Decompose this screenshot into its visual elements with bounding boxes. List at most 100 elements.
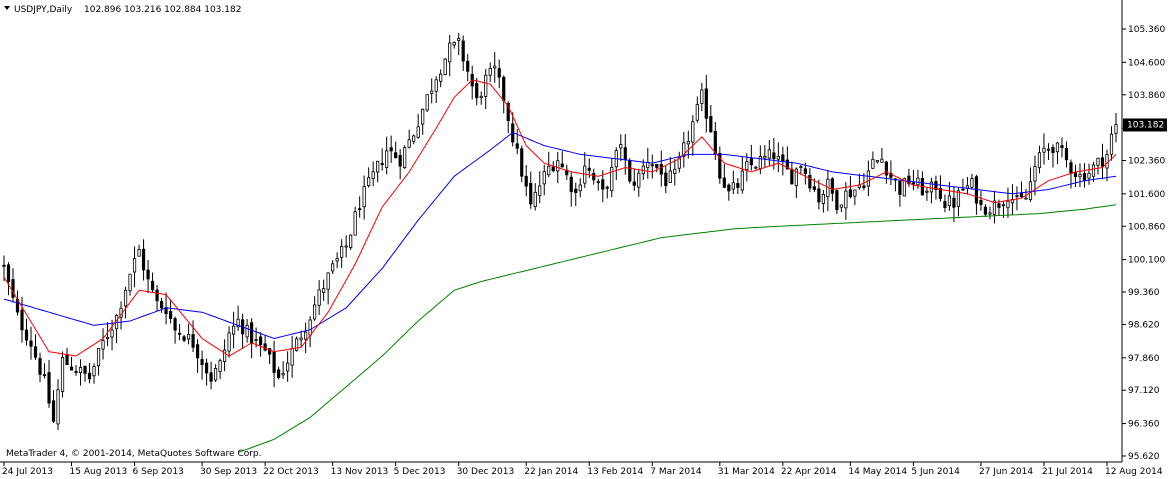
candle-body: [997, 203, 1001, 208]
candle: [461, 35, 465, 71]
candle-body: [376, 160, 380, 173]
copyright-text: MetaTrader 4, © 2001-2014, MetaQuotes So…: [6, 449, 262, 459]
candle-body: [1096, 157, 1100, 166]
candle: [60, 351, 65, 398]
candle-body: [520, 148, 524, 177]
candle: [479, 91, 483, 105]
price-tick-label: 102.360: [1128, 157, 1165, 167]
candle-body: [970, 178, 974, 188]
candle-body: [1073, 172, 1078, 178]
candle: [371, 161, 375, 187]
candle: [907, 168, 911, 187]
dropdown-triangle-icon[interactable]: [4, 6, 10, 10]
candle: [776, 142, 780, 173]
candle: [155, 285, 159, 312]
candle-body: [740, 170, 744, 191]
candle: [871, 151, 875, 169]
price-tick-label: 99.360: [1128, 288, 1160, 298]
candle-body: [610, 167, 614, 192]
candle-body: [335, 258, 339, 262]
candle: [430, 78, 434, 104]
candle: [533, 183, 537, 211]
candle-body: [186, 333, 191, 340]
candle-body: [803, 168, 807, 174]
candle-body: [344, 245, 348, 248]
candle-body: [209, 372, 213, 382]
candle: [367, 167, 371, 188]
candle: [664, 165, 668, 194]
candle-body: [794, 168, 798, 187]
plot-area[interactable]: [0, 0, 1122, 462]
candle: [1109, 126, 1114, 161]
candle-body: [245, 324, 249, 338]
candle-body: [1109, 133, 1114, 155]
price-tick-label: 97.860: [1128, 354, 1160, 364]
moving-averages-group: [3, 79, 1117, 453]
time-tick-label: 21 Jul 2014: [1042, 467, 1093, 477]
candle-body: [479, 95, 483, 98]
candle-body: [938, 188, 943, 199]
candle: [1019, 181, 1024, 198]
candle-body: [632, 181, 636, 186]
candle: [970, 173, 974, 190]
candle: [686, 130, 690, 159]
candle-body: [11, 279, 15, 298]
candle: [578, 178, 582, 198]
candle-body: [110, 329, 114, 338]
candle-body: [821, 194, 825, 204]
candle-body: [848, 189, 852, 198]
candle-body: [250, 322, 254, 344]
candle: [222, 339, 227, 372]
candle: [754, 165, 758, 170]
candle: [601, 170, 605, 203]
candle-body: [33, 346, 38, 358]
candle: [123, 286, 128, 319]
candle: [128, 273, 132, 296]
candle: [713, 122, 717, 160]
candle: [983, 204, 988, 218]
candle-body: [947, 195, 952, 207]
candle: [992, 190, 997, 224]
candle: [47, 360, 51, 408]
candle: [799, 164, 803, 175]
ma-slow-line: [3, 131, 1117, 340]
candle-body: [466, 60, 470, 72]
candle-body: [763, 155, 767, 159]
time-tick-label: 13 Feb 2014: [587, 467, 643, 477]
candle: [592, 168, 596, 185]
candle-body: [29, 340, 33, 347]
ohlc-values: 102.896 103.216 102.884 103.182: [84, 5, 241, 15]
candle-body: [677, 156, 681, 169]
candle: [213, 364, 218, 383]
candle: [961, 178, 965, 191]
candle: [1100, 143, 1105, 180]
candle-body: [979, 199, 983, 205]
candle-body: [168, 311, 173, 319]
candle-body: [1078, 174, 1082, 178]
candle: [200, 350, 204, 380]
candle: [313, 296, 317, 321]
candle: [695, 96, 699, 123]
candle-body: [398, 155, 402, 167]
candle: [817, 179, 821, 210]
candle-body: [69, 366, 74, 371]
candle: [380, 148, 384, 171]
candle: [24, 318, 29, 346]
candle-body: [96, 347, 101, 367]
time-axis: 24 Jul 2013 15 Aug 2013 6 Sep 2013 30 Sep 2…: [2, 462, 1163, 477]
price-tick-label: 101.600: [1128, 190, 1165, 200]
candle: [317, 280, 321, 315]
candle-body: [722, 177, 726, 188]
candle-body: [326, 272, 330, 290]
candle-body: [227, 332, 231, 352]
candle: [403, 145, 407, 169]
candle: [736, 177, 740, 194]
candle-body: [448, 42, 452, 63]
candle: [186, 323, 191, 345]
candle-body: [745, 161, 749, 170]
candle: [889, 160, 893, 185]
candle-body: [195, 344, 200, 359]
candle-body: [488, 67, 492, 76]
